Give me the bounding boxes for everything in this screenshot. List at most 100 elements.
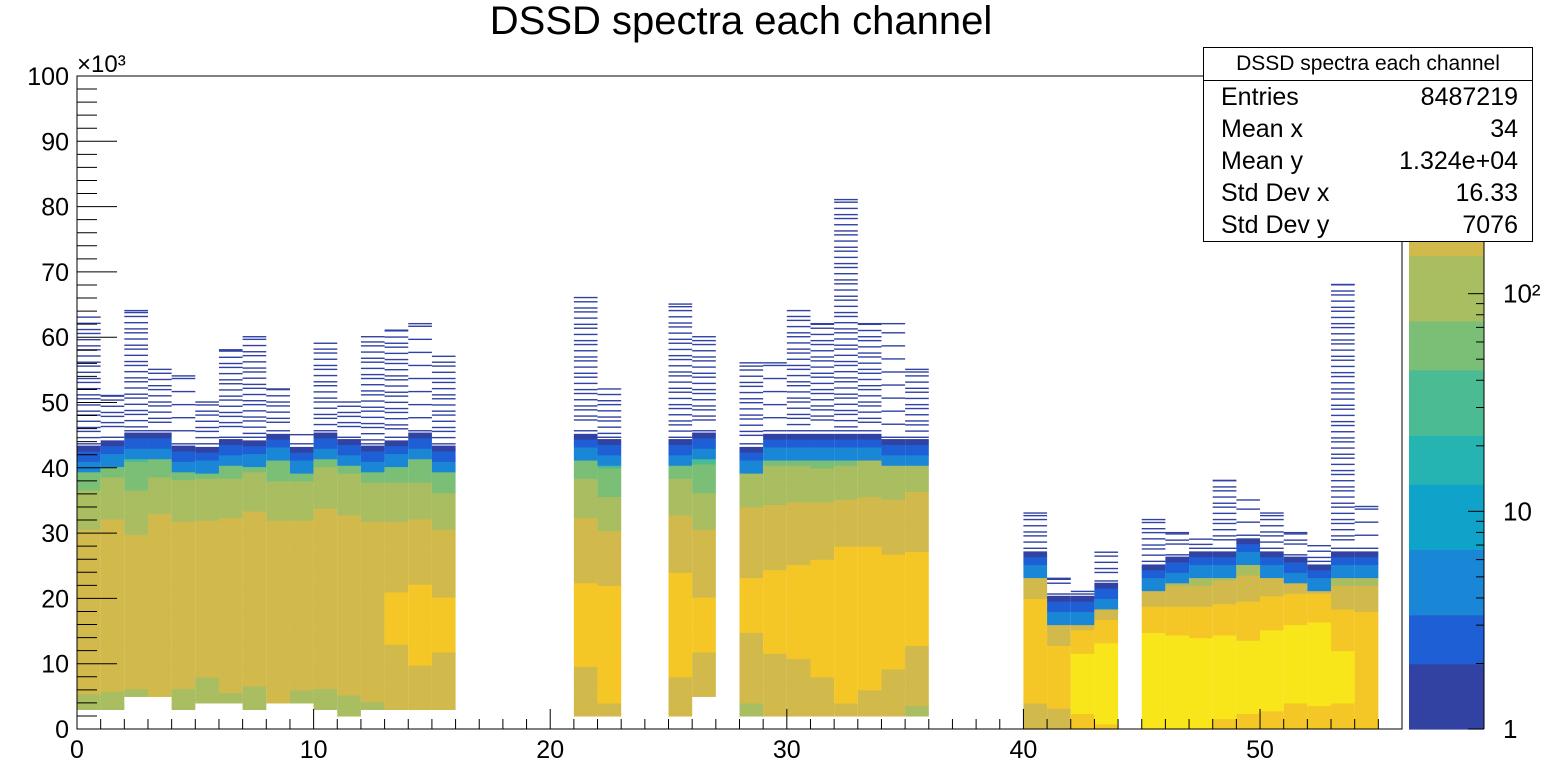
bin-cell (124, 542, 148, 546)
bin-cell (597, 561, 622, 566)
bin-cell (171, 430, 196, 432)
bin-cell (124, 479, 148, 483)
bin-cell (597, 634, 622, 639)
bin-cell (124, 505, 148, 509)
bin-cell (573, 551, 598, 555)
bin-cell (881, 556, 906, 560)
bin-cell (597, 653, 622, 657)
bin-cell (834, 504, 858, 508)
bin-cell (692, 581, 716, 585)
bin-cell (1189, 650, 1213, 654)
bin-cell (1094, 687, 1119, 691)
bin-cell (384, 563, 409, 567)
bin-cell (337, 603, 361, 607)
bin-cell (218, 548, 243, 552)
palette-cell (1409, 712, 1484, 730)
bin-cell (77, 497, 101, 502)
bin-cell (1212, 614, 1237, 618)
bin-cell (573, 496, 598, 500)
bin-cell (431, 503, 456, 507)
bin-cell (218, 700, 243, 704)
bin-cell (100, 672, 125, 677)
bin-cell (1331, 595, 1355, 599)
bin-cell (810, 595, 835, 599)
bin-cell (668, 674, 693, 678)
bin-cell (597, 426, 622, 428)
bin-cell (834, 213, 858, 216)
bin-cell (313, 505, 338, 509)
bin-cell (384, 484, 409, 488)
bin-cell (597, 543, 622, 547)
bin-cell (266, 687, 290, 691)
bin-cell (786, 499, 811, 503)
bin-cell (1141, 574, 1166, 579)
bin-cell (597, 475, 622, 479)
bin-cell (171, 696, 196, 700)
bin-cell (786, 348, 811, 350)
bin-cell (857, 491, 882, 495)
bin-cell (77, 672, 101, 677)
bin-cell (1165, 590, 1190, 594)
bin-cell (881, 611, 906, 615)
bin-cell (313, 602, 338, 606)
bin-cell (242, 617, 267, 622)
bin-cell (266, 439, 290, 443)
bin-cell (1331, 518, 1355, 521)
bin-cell (384, 497, 409, 502)
bin-cell (337, 640, 361, 644)
bin-cell (597, 499, 622, 503)
bin-cell (384, 597, 409, 601)
bin-cell (124, 591, 148, 596)
bin-cell (834, 387, 858, 389)
bin-cell (289, 585, 314, 589)
bin-cell (786, 433, 811, 438)
bin-cell (905, 462, 929, 466)
bin-cell (384, 581, 409, 585)
bin-cell (810, 372, 835, 374)
bin-cell (905, 444, 929, 448)
bin-cell (313, 518, 338, 522)
bin-cell (408, 338, 432, 341)
bin-cell (124, 672, 148, 677)
bin-cell (739, 514, 764, 519)
bin-cell (360, 547, 385, 551)
bin-cell (195, 540, 219, 545)
bin-cell (1283, 726, 1308, 730)
bin-cell (147, 544, 172, 549)
bin-cell (242, 662, 267, 666)
histogram-bins (77, 198, 1379, 730)
bin-cell (857, 574, 882, 579)
bin-cell (77, 620, 101, 624)
bin-cell (313, 672, 338, 677)
bin-cell (1070, 614, 1095, 618)
bin-cell (1331, 580, 1355, 584)
bin-cell (266, 561, 290, 566)
bin-cell (573, 645, 598, 649)
bin-cell (1047, 642, 1071, 647)
bin-cell (1094, 679, 1119, 683)
bin-cell (1260, 661, 1284, 665)
bin-cell (384, 651, 409, 656)
bin-cell (100, 698, 125, 703)
bin-cell (1236, 658, 1261, 662)
bin-cell (1094, 668, 1119, 673)
bin-cell (1354, 726, 1379, 730)
bin-cell (218, 640, 243, 644)
bin-cell (289, 676, 314, 680)
bin-cell (289, 454, 314, 458)
bin-cell (124, 680, 148, 684)
bin-cell (1236, 551, 1261, 555)
bin-cell (408, 641, 432, 645)
bin-cell (147, 565, 172, 569)
bin-cell (1023, 700, 1048, 704)
bin-cell (573, 533, 598, 537)
bin-cell (1212, 726, 1237, 730)
bin-cell (77, 646, 101, 650)
bin-cell (1283, 572, 1308, 576)
bin-cell (77, 436, 101, 439)
bin-cell (218, 504, 243, 508)
bin-cell (1331, 666, 1355, 670)
bin-cell (266, 470, 290, 474)
bin-cell (739, 533, 764, 537)
bin-cell (1070, 710, 1095, 714)
